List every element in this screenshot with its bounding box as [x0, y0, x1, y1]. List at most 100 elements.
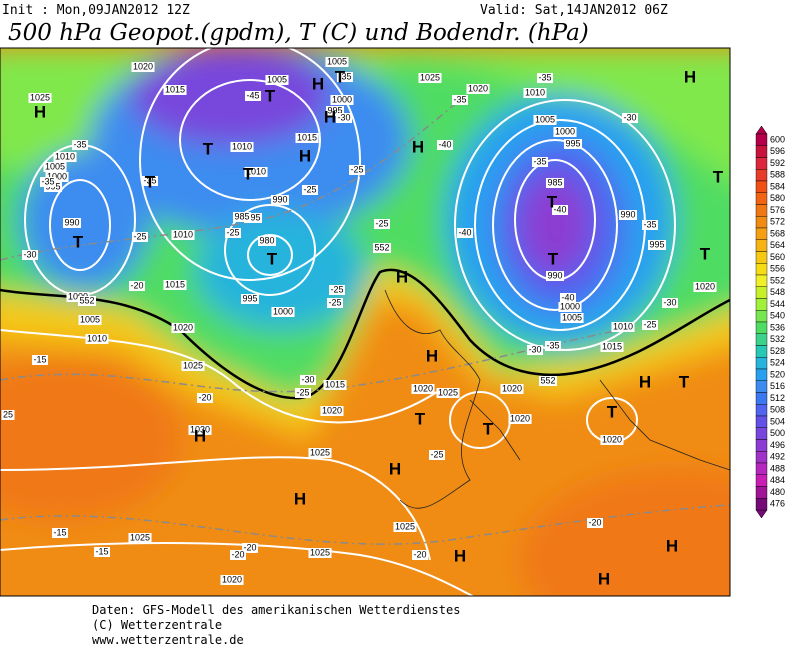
- isobar-label: 990: [620, 209, 635, 219]
- legend-cap: [755, 509, 768, 519]
- legend-level: 584: [770, 181, 785, 191]
- isobar-label: 1010: [55, 151, 75, 161]
- isobar-label: 990: [547, 270, 562, 280]
- init-time: Init : Mon,09JAN2012 12Z: [2, 3, 190, 18]
- legend-cell: [755, 227, 768, 240]
- pressure-center: T: [700, 244, 711, 263]
- isobar-label-box: [308, 548, 332, 558]
- legend-cell: [755, 451, 768, 464]
- isobar-label-box: [62, 218, 82, 228]
- pressure-center: T: [267, 249, 278, 268]
- legend-level: 516: [770, 381, 785, 391]
- pressure-center: T: [203, 139, 214, 158]
- legend-cell: [755, 274, 768, 287]
- isobar-label-box: [611, 322, 635, 332]
- temperature-label-box: [641, 220, 659, 230]
- isobar-label: 1025: [438, 387, 458, 397]
- temperature-label: -35: [533, 156, 546, 166]
- isobar-label: 1015: [297, 132, 317, 142]
- temperature-label-box: [51, 528, 69, 538]
- isobar-label-box: [295, 133, 319, 143]
- legend-cap: [755, 125, 768, 135]
- legend-cell: [755, 498, 768, 511]
- isobar-label: 990: [272, 194, 287, 204]
- temperature-label-box: [131, 232, 149, 242]
- temperature-label: -35: [338, 71, 351, 81]
- pressure-center: H: [324, 107, 336, 126]
- legend-cell: [755, 404, 768, 417]
- isobar-label-box: [188, 425, 212, 435]
- legend-level: 548: [770, 287, 785, 297]
- temperature-label: 552: [79, 295, 94, 305]
- map-title: 500 hPa Geopot.(gpdm), T (C) und Bodendr…: [8, 20, 589, 46]
- isobar-label-box: [78, 315, 102, 325]
- isobar-label: 1020: [510, 413, 530, 423]
- pressure-center: H: [34, 102, 46, 121]
- legend-level: 480: [770, 487, 785, 497]
- isobar-label-box: [558, 302, 582, 312]
- isobar-label-box: [244, 167, 268, 177]
- isobar-label-box: [171, 230, 195, 240]
- isobar-label-box: [560, 313, 584, 323]
- isobar-label-box: [508, 414, 532, 424]
- isobar-label-box: [240, 294, 260, 304]
- footer-line: www.wetterzentrale.de: [92, 633, 244, 647]
- temperature-label-box: [244, 91, 262, 101]
- isobar-label-box: [393, 522, 417, 532]
- legend-cell: [755, 486, 768, 499]
- temperature-label-box: [21, 250, 39, 260]
- pressure-center: T: [548, 249, 559, 268]
- temperature-label-box: [301, 185, 319, 195]
- legend-cell: [755, 251, 768, 264]
- pressure-center: T: [335, 67, 346, 86]
- legend-level: 572: [770, 217, 785, 227]
- temperature-label: -20: [130, 280, 143, 290]
- isobar-label-box: [325, 106, 345, 116]
- temperature-label: -45: [246, 90, 259, 100]
- temperature-label-box: [224, 228, 242, 238]
- isobar-label: 1025: [130, 532, 150, 542]
- legend-cell: [755, 216, 768, 229]
- legend-level: 600: [770, 134, 785, 144]
- temperature-label: -20: [413, 549, 426, 559]
- legend-cell: [755, 180, 768, 193]
- temperature-label-box: [1, 410, 15, 420]
- temperature-label: -40: [553, 204, 566, 214]
- isobar-label-box: [618, 210, 638, 220]
- legend-level: 576: [770, 205, 785, 215]
- isobar-label: 1010: [173, 229, 193, 239]
- legend-level: 532: [770, 334, 785, 344]
- temperature-label-box: [641, 320, 659, 330]
- temperature-label: -15: [95, 546, 108, 556]
- isobar-label: 1000: [273, 306, 293, 316]
- isobar-label: 1020: [602, 434, 622, 444]
- isobar-label-box: [257, 236, 277, 246]
- temperature-label-box: [372, 243, 392, 253]
- isobar-label-box: [411, 384, 435, 394]
- legend-cell: [755, 427, 768, 440]
- temperature-label: -25: [430, 449, 443, 459]
- pressure-center: H: [598, 569, 610, 588]
- pressure-center: H: [194, 426, 206, 445]
- isobar-label-box: [43, 162, 67, 172]
- isobar-label: 1005: [535, 114, 555, 124]
- isobar-label-box: [466, 84, 490, 94]
- isobar-label: 995: [242, 293, 257, 303]
- isobar-label-box: [171, 323, 195, 333]
- isobar-label-box: [418, 73, 442, 83]
- valid-time: Valid: Sat,14JAN2012 06Z: [480, 3, 668, 18]
- legend-level: 528: [770, 346, 785, 356]
- isobar-label-box: [28, 93, 52, 103]
- temperature-label: -35: [143, 175, 156, 185]
- isobar-label-box: [320, 406, 344, 416]
- pressure-center: H: [684, 67, 696, 86]
- isobar-label: 1020: [322, 405, 342, 415]
- temperature-label-box: [451, 95, 469, 105]
- pressure-center: T: [73, 232, 84, 251]
- pressure-center: H: [426, 346, 438, 365]
- temperature-label: -30: [337, 112, 350, 122]
- temperature-label: -35: [546, 340, 559, 350]
- legend-level: 488: [770, 463, 785, 473]
- isobar-label: 1020: [502, 383, 522, 393]
